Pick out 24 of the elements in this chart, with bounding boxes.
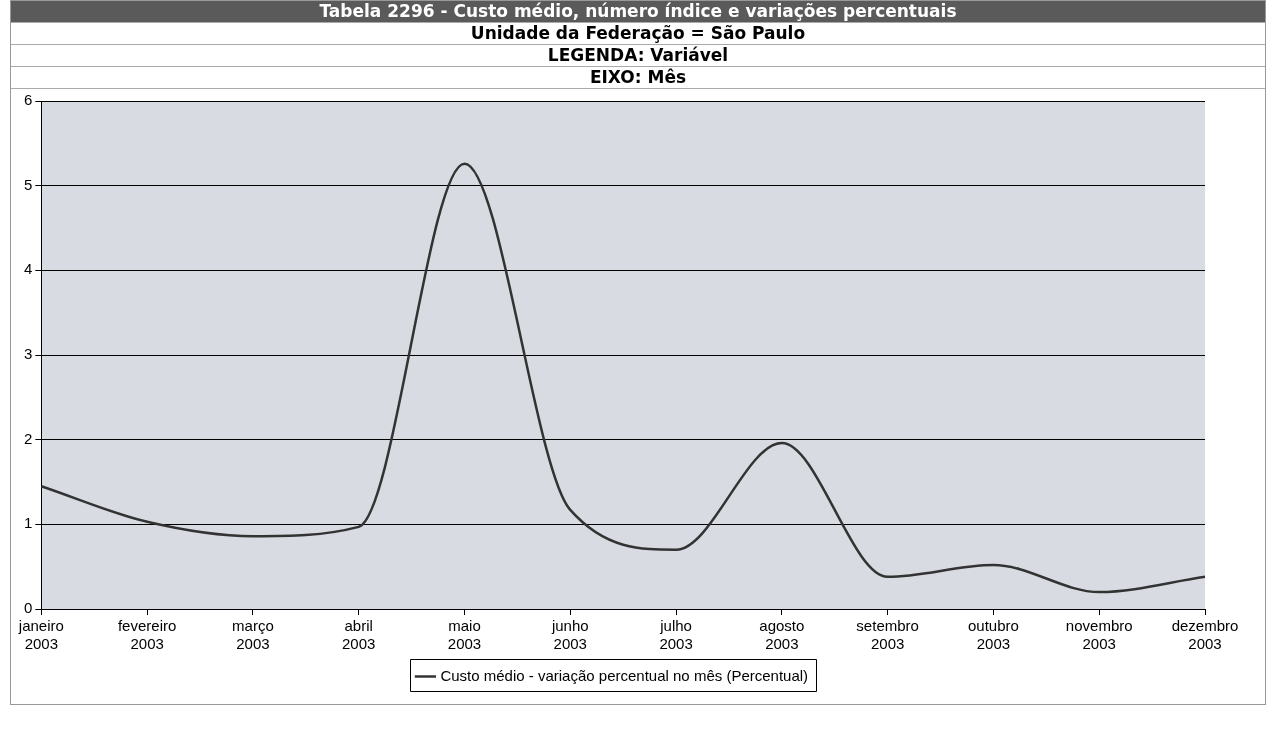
y-tick-label: 2 [24, 429, 33, 447]
x-tick-label: novembro 2003 [1065, 617, 1133, 653]
x-tick-label: agosto 2003 [759, 617, 805, 653]
text: EIXO: Mês [11, 67, 1265, 89]
text: LEGENDA: Variável [11, 45, 1265, 67]
y-tick-label: 4 [24, 260, 33, 278]
y-tick-label: 1 [24, 514, 33, 532]
y-tick-label: 3 [24, 345, 33, 363]
x-tick-label: junho 2003 [550, 617, 589, 653]
legend-label: Custo médio - variação percentual no mês (Percentual) [440, 666, 809, 684]
x-tick-label: fevereiro 2003 [117, 617, 177, 653]
x-tick-label: março 2003 [232, 617, 274, 653]
x-tick-label: outubro 2003 [967, 617, 1019, 653]
y-tick-label: 5 [24, 175, 33, 193]
x-tick-label: julho 2003 [659, 617, 693, 653]
x-tick-label: janeiro 2003 [17, 617, 64, 653]
y-tick-label: 0 [24, 599, 33, 617]
x-tick-label: maio 2003 [447, 617, 482, 653]
chart-title: Tabela 2296 - Custo médio, número índice e variações percentuais [11, 1, 1265, 23]
chart-subtitle: Unidade da Federação = São Paulo [11, 23, 1265, 45]
y-tick-label: 6 [24, 91, 33, 109]
x-tick-label: abril 2003 [342, 617, 376, 653]
x-tick-label: dezembro 2003 [1171, 617, 1239, 653]
x-tick-label: setembro 2003 [856, 617, 919, 653]
